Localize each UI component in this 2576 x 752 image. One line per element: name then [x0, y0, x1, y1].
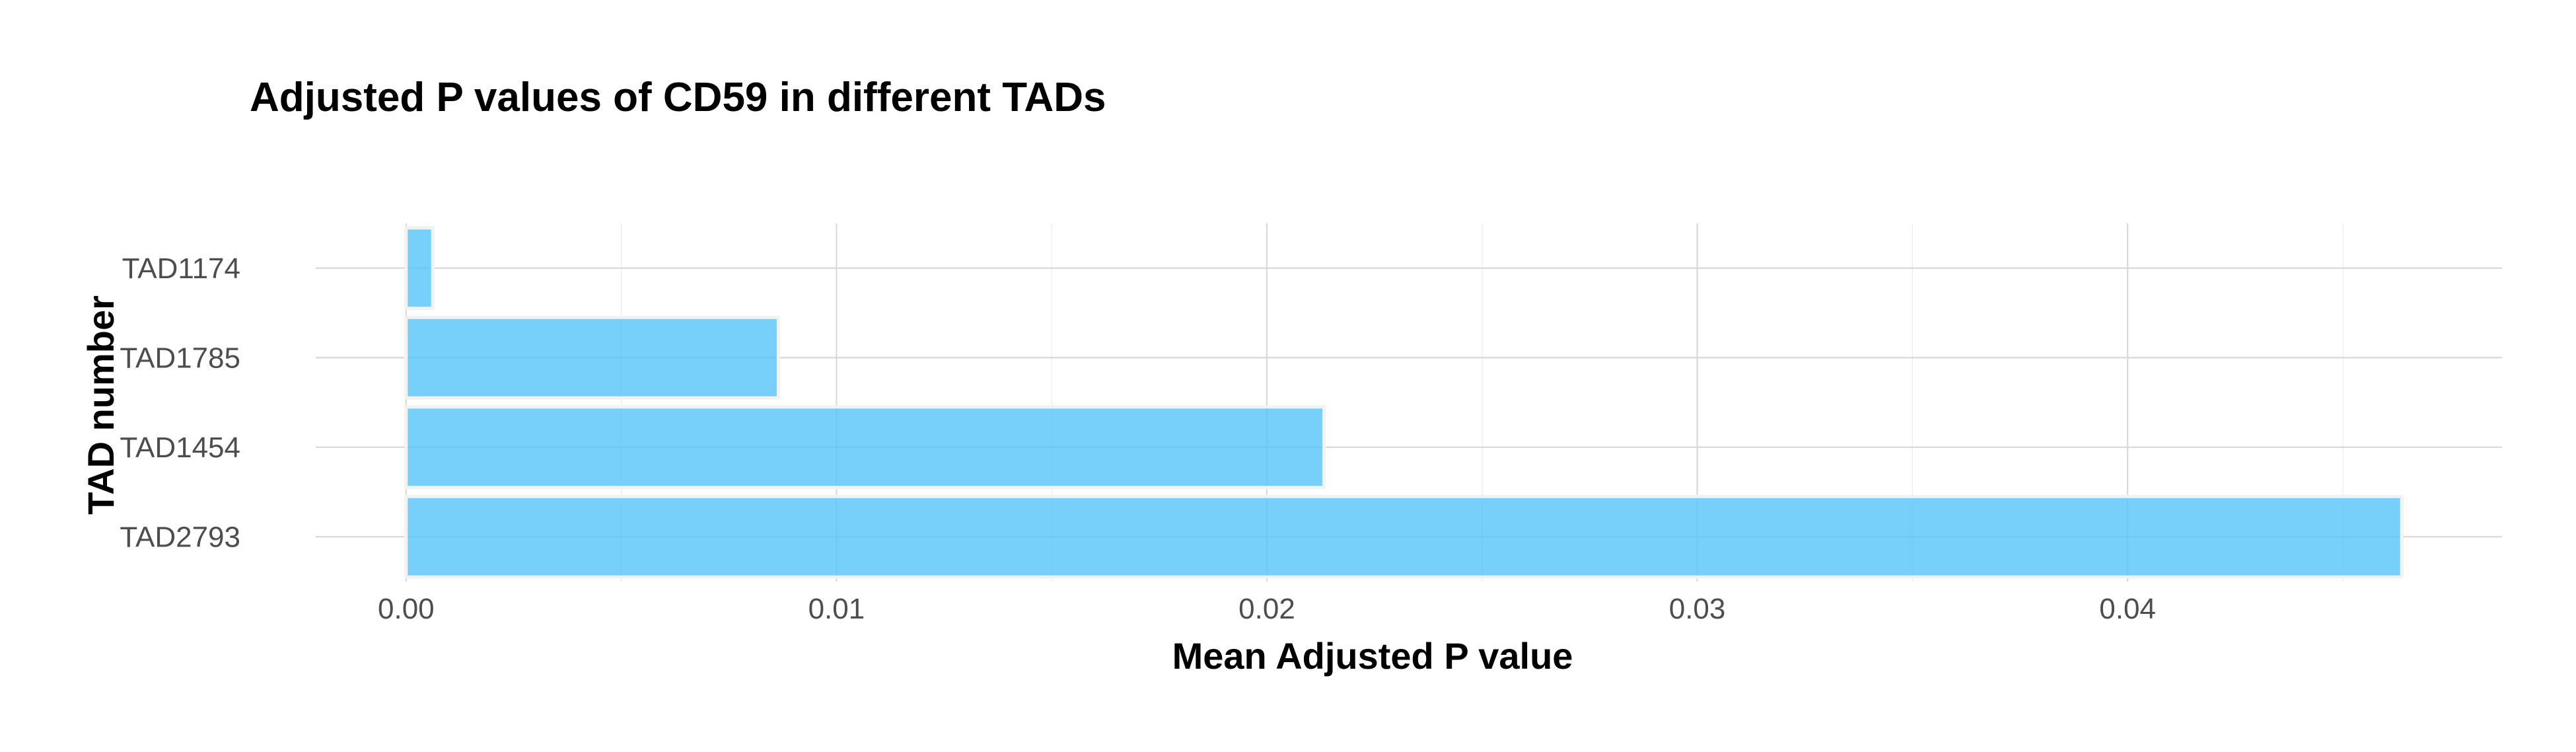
chart-title: Adjusted P values of CD59 in different T…: [250, 75, 1106, 120]
x-tick-label: 0.03: [1669, 593, 1726, 625]
y-tick-label: TAD2793: [120, 521, 240, 553]
y-tick-label: TAD1174: [122, 252, 240, 285]
x-tick-label: 0.04: [2099, 593, 2156, 625]
y-axis-tick-labels: TAD1174 TAD1785 TAD1454 TAD2793: [120, 252, 240, 554]
x-axis-tick-labels: 0.00 0.01 0.02 0.03 0.04: [378, 593, 2156, 625]
bar-tad2793: [404, 494, 2404, 579]
bar-tad1174: [404, 226, 435, 311]
bar-tad1785: [404, 315, 780, 400]
x-tick-label: 0.02: [1238, 593, 1295, 625]
x-tick-label: 0.00: [378, 593, 435, 625]
x-tick-label: 0.01: [808, 593, 865, 625]
y-tick-label: TAD1454: [120, 432, 240, 464]
bar-tad1454: [404, 405, 1326, 490]
x-axis-title: Mean Adjusted P value: [1172, 635, 1573, 677]
y-tick-label: TAD1785: [120, 342, 240, 374]
y-axis-title: TAD number: [80, 295, 122, 515]
bars: [404, 226, 2404, 579]
